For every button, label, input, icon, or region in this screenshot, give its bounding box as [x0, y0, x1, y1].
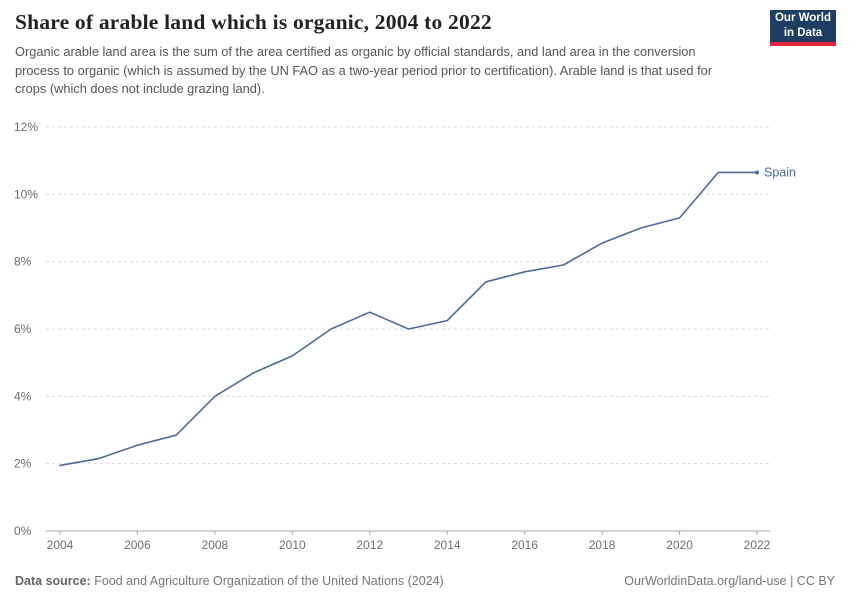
data-source-label: Data source:: [15, 574, 91, 588]
y-tick-label: 12%: [14, 120, 38, 134]
x-tick-label: 2010: [279, 538, 306, 552]
x-tick-label: 2006: [124, 538, 151, 552]
owid-logo[interactable]: Our World in Data: [770, 10, 836, 46]
owid-logo-line1: Our World: [774, 12, 831, 25]
x-tick-label: 2014: [434, 538, 461, 552]
data-source: Data source: Food and Agriculture Organi…: [15, 574, 444, 588]
footer-link[interactable]: OurWorldinData.org/land-use | CC BY: [624, 574, 835, 588]
chart-title: Share of arable land which is organic, 2…: [15, 10, 492, 34]
y-tick-label: 10%: [14, 187, 38, 201]
y-tick-label: 6%: [14, 322, 32, 336]
x-tick-label: 2016: [511, 538, 538, 552]
x-tick-label: 2020: [666, 538, 693, 552]
x-tick-label: 2004: [47, 538, 74, 552]
line-chart-svg: 0% 2% 4% 6% 8% 10% 12% 2004 2006 2008 2010 2012 2014…: [14, 120, 796, 552]
y-tick-label: 8%: [14, 255, 32, 269]
owid-logo-line2: in Data: [783, 27, 823, 39]
x-tick-label: 2018: [589, 538, 616, 552]
y-tick-label: 0%: [14, 524, 32, 538]
x-tick-label: 2012: [356, 538, 383, 552]
x-tick-label: 2022: [744, 538, 771, 552]
chart-subtitle: Organic arable land area is the sum of t…: [15, 44, 713, 97]
chart-footer: Data source: Food and Agriculture Organi…: [15, 574, 835, 588]
y-tick-label: 4%: [14, 389, 32, 403]
series-line-spain: [59, 171, 758, 467]
chart-header: Share of arable land which is organic, 2…: [15, 10, 750, 99]
x-tick-label: 2008: [202, 538, 229, 552]
chart-area: 0% 2% 4% 6% 8% 10% 12% 2004 2006 2008 2010 2012 2014…: [0, 112, 850, 562]
y-tick-label: 2%: [14, 457, 32, 471]
data-source-text: Food and Agriculture Organization of the…: [90, 574, 444, 588]
series-endpoint-spain: [755, 170, 759, 175]
series-label-spain[interactable]: Spain: [764, 165, 796, 179]
